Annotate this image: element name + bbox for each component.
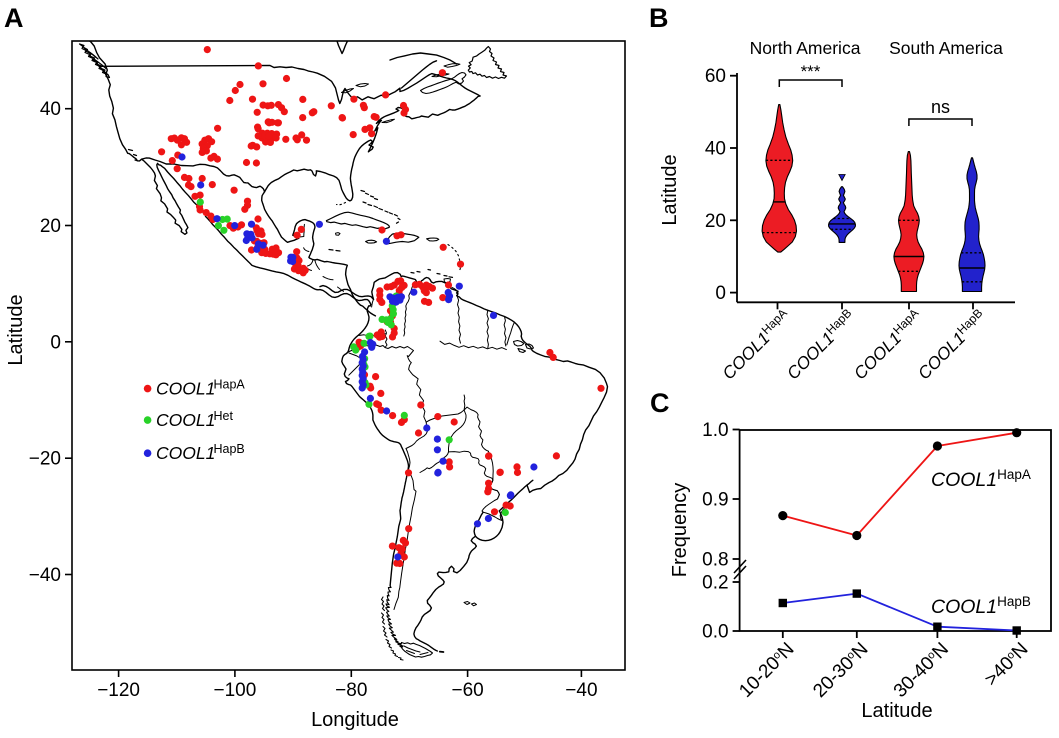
svg-text:0.9: 0.9	[702, 490, 728, 511]
svg-text:A: A	[4, 3, 24, 33]
svg-text:HapB: HapB	[214, 442, 245, 456]
svg-text:0.8: 0.8	[702, 550, 728, 571]
svg-text:0.0: 0.0	[702, 622, 728, 643]
svg-text:−20: −20	[29, 449, 61, 470]
svg-text:HapA: HapA	[214, 378, 246, 392]
svg-text:COOL1HapA: COOL1HapA	[931, 467, 1031, 491]
svg-text:COOL1: COOL1	[156, 410, 215, 430]
svg-text:−120: −120	[97, 680, 140, 701]
svg-text:Longitude: Longitude	[311, 709, 399, 731]
svg-text:−40: −40	[29, 565, 61, 586]
svg-text:Latitude: Latitude	[659, 154, 681, 225]
svg-text:North America: North America	[750, 38, 861, 58]
svg-text:40: 40	[40, 99, 61, 120]
svg-text:1.0: 1.0	[702, 420, 728, 441]
svg-text:−40: −40	[565, 680, 597, 701]
svg-text:Latitude: Latitude	[861, 700, 932, 722]
svg-text:COOL1: COOL1	[156, 379, 215, 399]
svg-text:Frequency: Frequency	[669, 483, 691, 578]
svg-text:Het: Het	[214, 409, 234, 423]
svg-text:0: 0	[50, 332, 61, 353]
svg-text:−80: −80	[335, 680, 367, 701]
svg-text:0.2: 0.2	[702, 573, 728, 594]
svg-text:−100: −100	[214, 680, 257, 701]
svg-text:60: 60	[705, 66, 726, 87]
svg-text:−60: −60	[451, 680, 483, 701]
svg-text:B: B	[649, 3, 669, 33]
svg-text:20: 20	[40, 216, 61, 237]
svg-text:C: C	[650, 388, 670, 418]
svg-text:0: 0	[715, 283, 726, 304]
svg-text:40: 40	[705, 139, 726, 160]
svg-text:COOL1: COOL1	[156, 443, 215, 463]
svg-text:South America: South America	[889, 38, 1003, 58]
svg-text:20: 20	[705, 211, 726, 232]
svg-text:Latitude: Latitude	[5, 294, 27, 365]
svg-text:ns: ns	[931, 97, 950, 117]
svg-text:***: ***	[801, 62, 821, 81]
